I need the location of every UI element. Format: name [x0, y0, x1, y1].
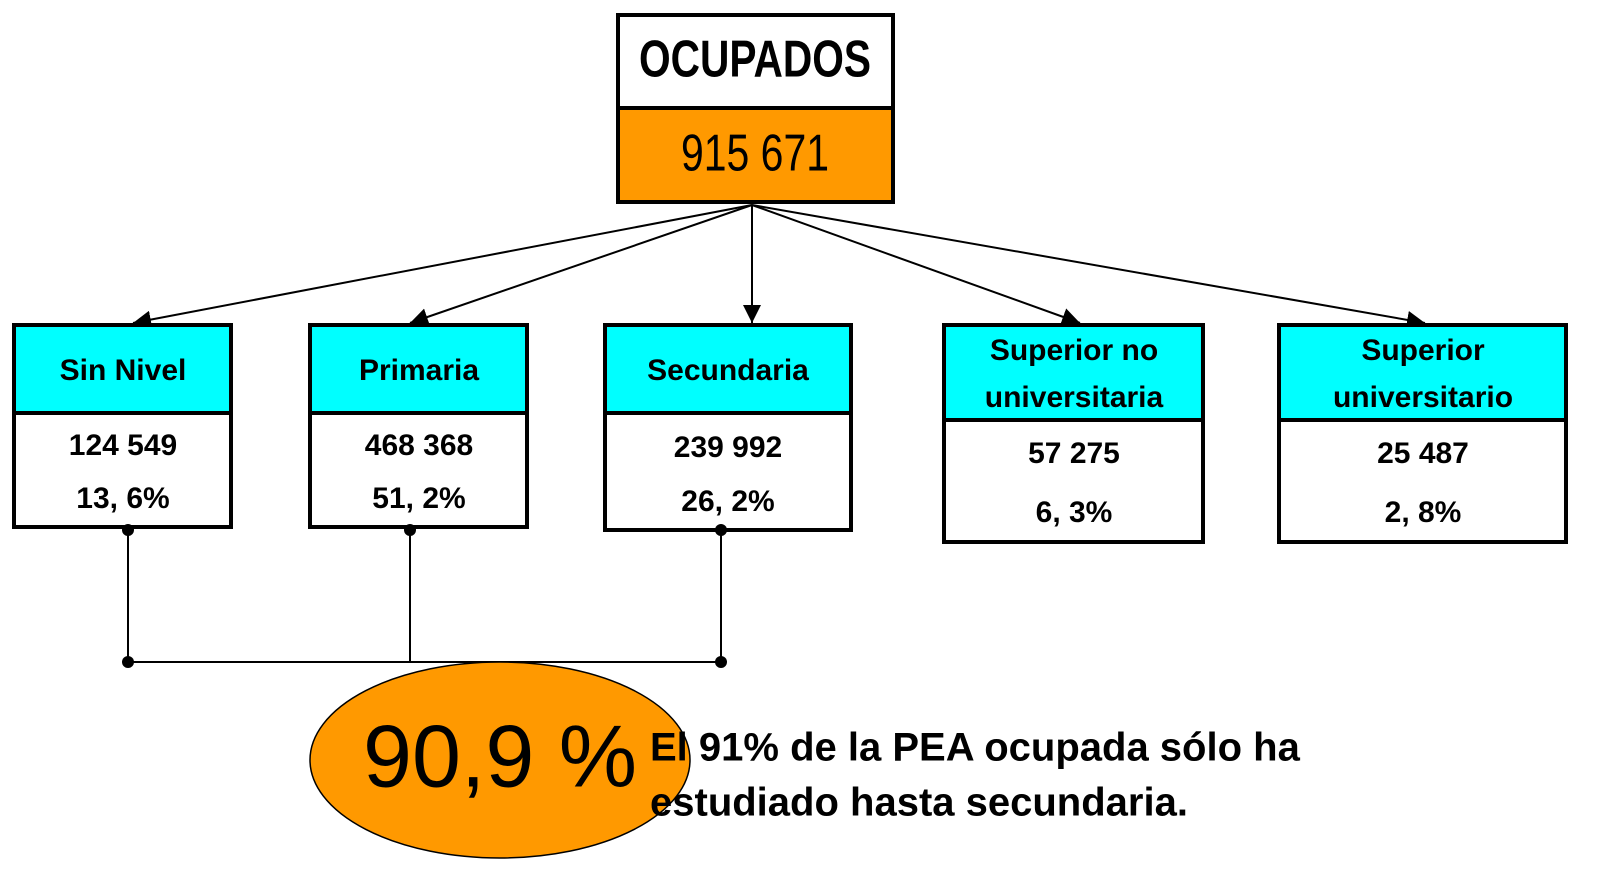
root-header: [616, 13, 895, 110]
note-line: El 91% de la PEA ocupada sólo ha: [650, 726, 1301, 770]
root-label: OCUPADOS: [639, 31, 871, 89]
child-header: [942, 323, 1205, 422]
child-body: [942, 418, 1205, 544]
dot: [715, 656, 727, 668]
child-percent: 51, 2%: [372, 482, 465, 515]
child-label: Secundaria: [647, 354, 809, 387]
child-body: [12, 411, 233, 529]
summary-ellipse: [309, 661, 691, 859]
child-node: Sin Nivel 124 549 13, 6%: [12, 323, 233, 529]
child-value: 124 549: [69, 429, 177, 462]
child-percent: 6, 3%: [1036, 496, 1113, 529]
note-line: estudiado hasta secundaria.: [650, 781, 1188, 825]
dot: [715, 524, 727, 536]
root-value-box: [616, 106, 895, 204]
bracket: [122, 524, 727, 668]
child-body: [603, 411, 853, 532]
arrow: [751, 204, 1081, 326]
child-label: universitario: [1333, 381, 1513, 414]
dot: [122, 524, 134, 536]
arrow: [132, 204, 753, 329]
child-body: [1277, 418, 1568, 544]
child-value: 57 275: [1028, 437, 1120, 470]
child-header: [1277, 323, 1568, 422]
child-label: Superior no: [990, 334, 1158, 367]
child-label: Superior: [1361, 334, 1485, 367]
child-value: 25 487: [1377, 437, 1469, 470]
child-value: 239 992: [674, 431, 782, 464]
child-node: Secundaria 239 992 26, 2%: [603, 323, 853, 532]
arrows: [132, 204, 1426, 329]
child-node: Superior no universitaria 57 275 6, 3%: [942, 323, 1205, 544]
child-label: universitaria: [985, 381, 1164, 414]
root-node: OCUPADOS 915 671: [616, 13, 895, 204]
summary-value: 90,9 %: [363, 706, 637, 805]
child-label: Sin Nivel: [60, 354, 187, 387]
child-percent: 13, 6%: [76, 482, 169, 515]
child-label: Primaria: [359, 354, 479, 387]
dot: [122, 656, 134, 668]
child-node: Superior universitario 25 487 2, 8%: [1277, 323, 1568, 544]
dot: [404, 524, 416, 536]
child-node: Primaria 468 368 51, 2%: [308, 323, 529, 529]
child-header: [308, 323, 529, 415]
arrow: [409, 204, 753, 326]
child-header: [603, 323, 853, 415]
child-body: [308, 411, 529, 529]
bracket-line: [127, 530, 722, 663]
child-percent: 26, 2%: [681, 485, 774, 518]
child-value: 468 368: [365, 429, 473, 462]
root-value: 915 671: [681, 125, 829, 183]
arrow: [751, 204, 1426, 329]
child-percent: 2, 8%: [1385, 496, 1462, 529]
